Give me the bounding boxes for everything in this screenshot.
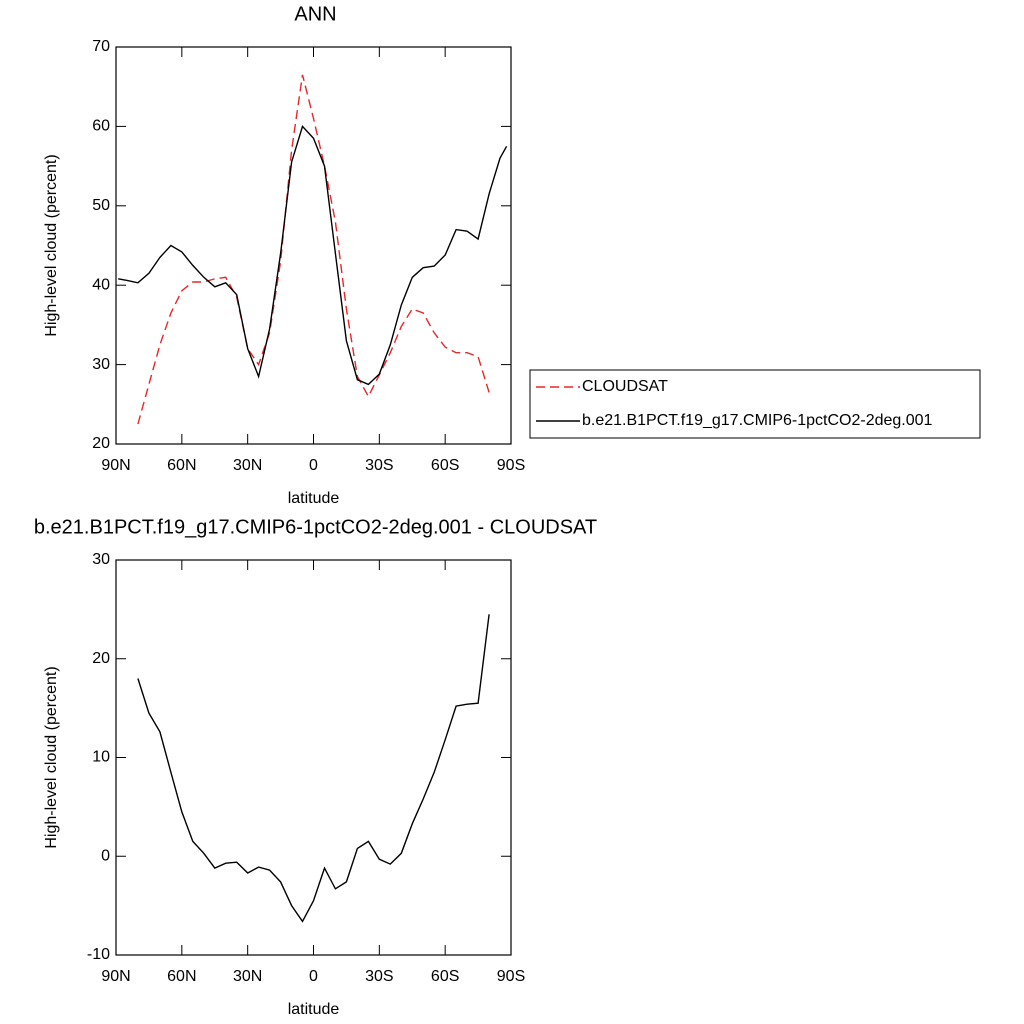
x-axis-label: latitude	[288, 1001, 340, 1018]
y-tick-label: 50	[92, 197, 110, 214]
y-tick-label: 30	[92, 551, 110, 568]
x-tick-label: 30N	[233, 457, 262, 474]
y-tick-label: 30	[92, 356, 110, 373]
plot-frame	[115, 559, 512, 956]
data-line	[137, 614, 490, 923]
x-axis-label: latitude	[288, 490, 340, 507]
y-tick-label: 20	[92, 650, 110, 667]
chart-title: ANN	[294, 3, 336, 25]
x-tick-label: 60S	[431, 968, 459, 985]
x-tick-label: 0	[309, 457, 318, 474]
x-tick-label: 30S	[365, 968, 393, 985]
x-tick-label: 90S	[497, 457, 525, 474]
y-axis-label: High-level cloud (percent)	[43, 154, 60, 336]
y-axis-label: High-level cloud (percent)	[43, 666, 60, 848]
y-tick-label: 60	[92, 118, 110, 135]
plot-frame	[115, 46, 512, 445]
x-tick-label: 30N	[233, 968, 262, 985]
legend-label: CLOUDSAT	[582, 378, 668, 395]
x-tick-label: 90S	[497, 968, 525, 985]
legend-box	[529, 369, 981, 439]
x-tick-label: 60N	[167, 457, 196, 474]
y-tick-label: 40	[92, 276, 110, 293]
legend-label: b.e21.B1PCT.f19_g17.CMIP6-1pctCO2-2deg.0…	[582, 412, 933, 429]
data-line	[118, 125, 508, 386]
y-tick-label: 10	[92, 749, 110, 766]
y-tick-label: 0	[101, 847, 110, 864]
x-tick-label: 30S	[365, 457, 393, 474]
x-tick-label: 60N	[167, 968, 196, 985]
x-tick-label: 90N	[101, 968, 130, 985]
chart-title: b.e21.B1PCT.f19_g17.CMIP6-1pctCO2-2deg.0…	[34, 516, 597, 538]
y-tick-label: -10	[87, 946, 110, 963]
x-tick-label: 60S	[431, 457, 459, 474]
y-tick-label: 70	[92, 38, 110, 55]
x-tick-label: 0	[309, 968, 318, 985]
x-tick-label: 90N	[101, 457, 130, 474]
data-line	[137, 74, 490, 425]
y-tick-label: 20	[92, 435, 110, 452]
